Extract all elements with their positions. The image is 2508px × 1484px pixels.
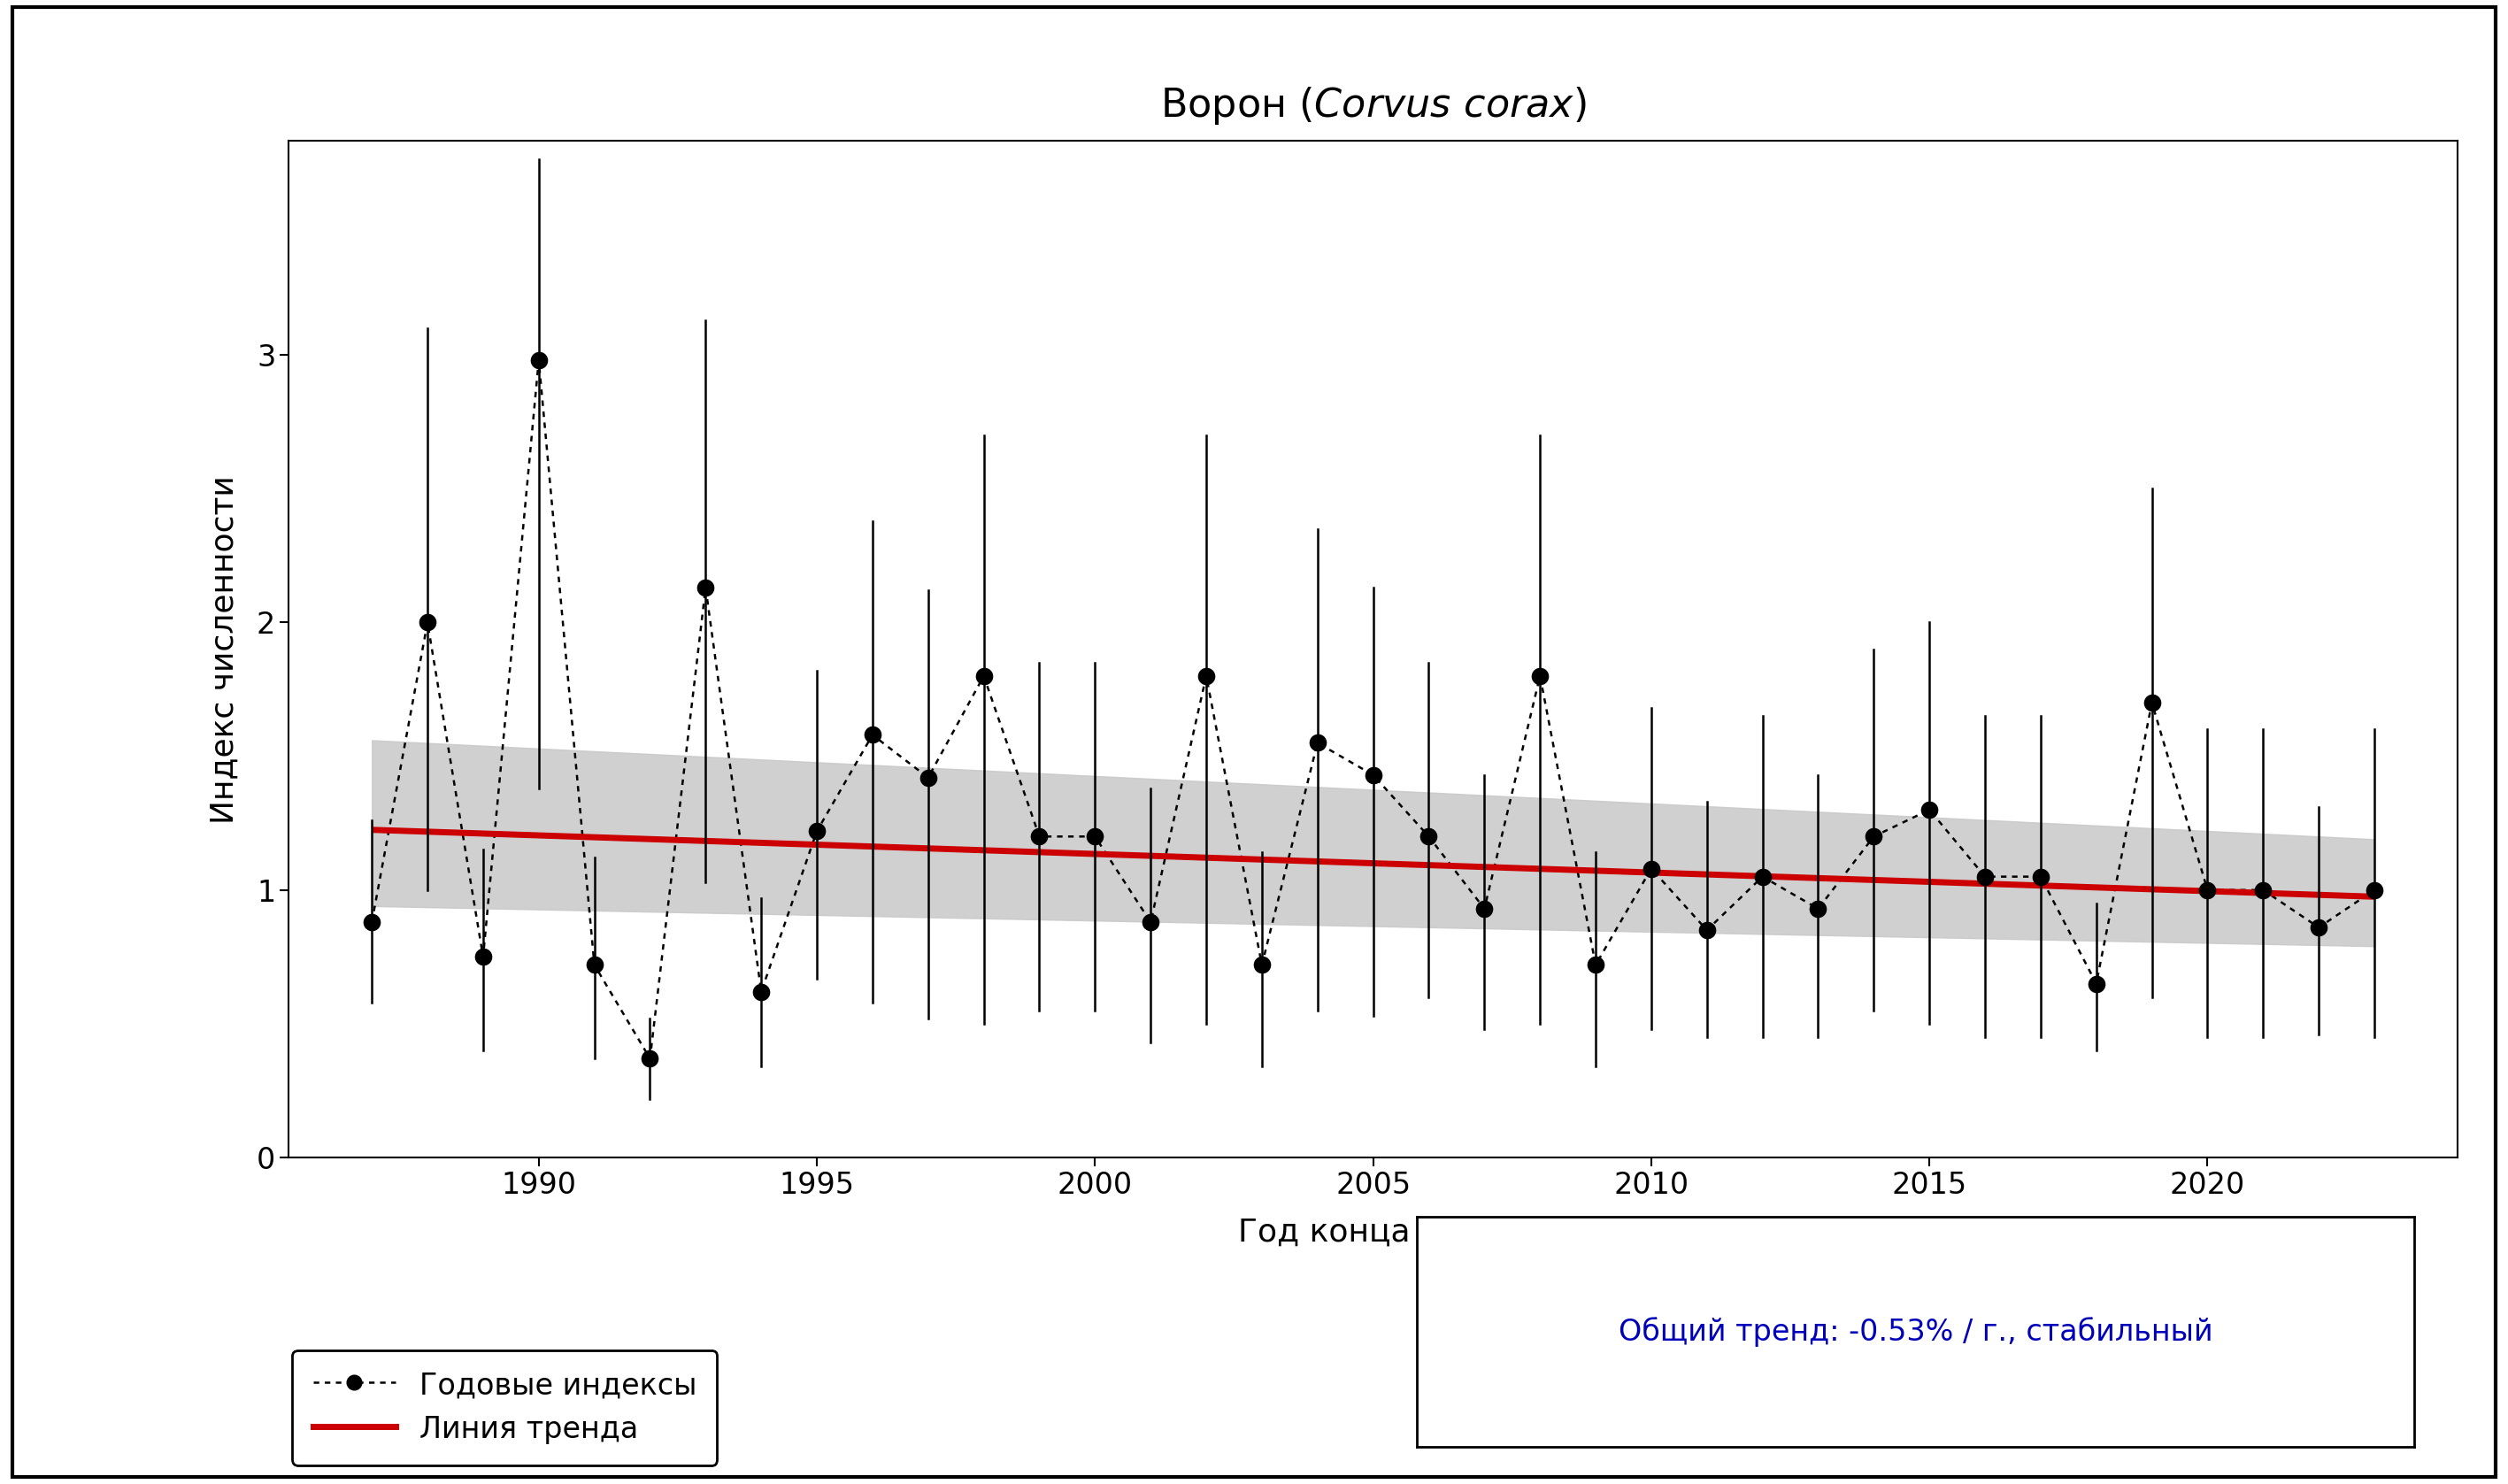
Point (1018, 825, 1058, 849)
Y-axis label: Индекс численности: Индекс численности (208, 475, 238, 824)
Point (406, 610, 446, 634)
Point (2132, 692, 2172, 715)
Point (351, 910, 391, 933)
Point (1909, 798, 1949, 822)
Point (853, 723, 893, 746)
Point (1743, 865, 1783, 889)
Point (742, 979, 782, 1003)
Point (1241, 953, 1282, 976)
Point (1465, 896, 1505, 920)
Point (908, 766, 948, 789)
Point (1798, 896, 1838, 920)
Legend: Годовые индексы, Линия тренда: Годовые индексы, Линия тренда (293, 1350, 717, 1465)
Point (2077, 972, 2117, 996)
Point (574, 953, 614, 976)
Point (2021, 865, 2062, 889)
Point (1297, 732, 1337, 755)
Point (1575, 953, 1615, 976)
Point (1964, 865, 2004, 889)
Point (798, 819, 838, 843)
X-axis label: Год конца зимы: Год конца зимы (1239, 1217, 1507, 1247)
Point (2300, 916, 2340, 939)
Point (1688, 919, 1728, 942)
Point (519, 349, 559, 372)
Point (1853, 825, 1894, 849)
Point (2355, 879, 2395, 902)
Point (963, 665, 1003, 689)
Point (1352, 763, 1392, 787)
Point (2187, 879, 2227, 902)
Text: Общий тренд: -0.53% / г., стабильный: Общий тренд: -0.53% / г., стабильный (1618, 1316, 2212, 1347)
Point (685, 576, 725, 600)
Point (1076, 825, 1116, 849)
Point (1630, 856, 1670, 880)
Point (2242, 879, 2282, 902)
Title: Ворон ($\mathit{Corvus\ corax}$): Ворон ($\mathit{Corvus\ corax}$) (1161, 85, 1585, 126)
Point (1520, 665, 1560, 689)
Point (630, 1046, 670, 1070)
Point (1186, 665, 1226, 689)
Point (1131, 910, 1171, 933)
Point (1409, 825, 1450, 849)
Point (464, 945, 504, 969)
